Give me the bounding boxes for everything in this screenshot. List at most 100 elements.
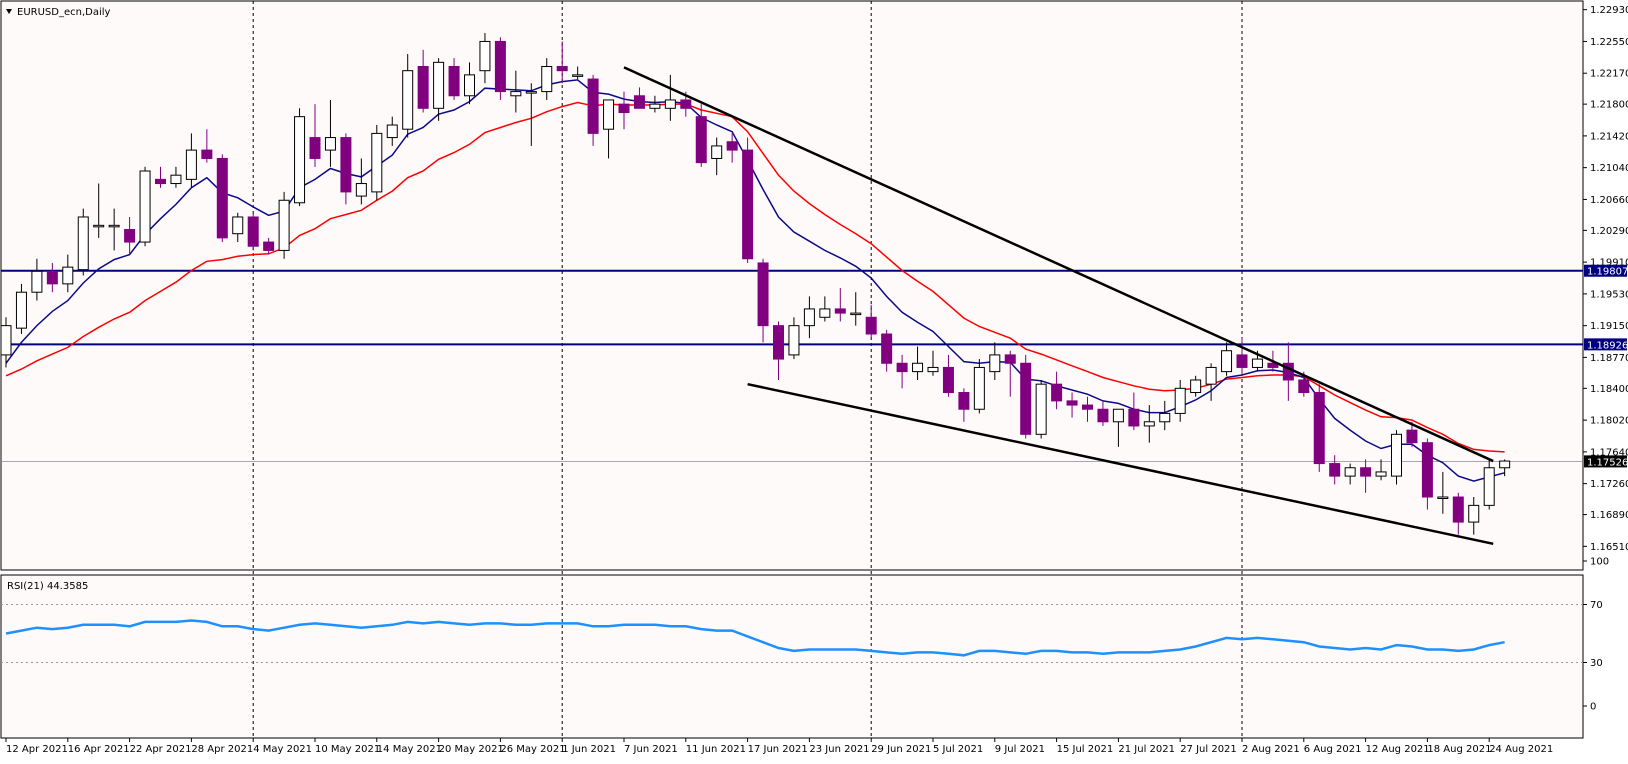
candle-body-bear — [726, 141, 738, 151]
candle-body-bear — [881, 333, 893, 364]
price-tick-label: 1.16890 — [1590, 510, 1628, 521]
time-tick-label: 15 Jul 2021 — [1057, 744, 1114, 755]
candle — [618, 91, 630, 130]
candle — [294, 108, 306, 207]
price-level-tag: 1.19807 — [1584, 264, 1628, 278]
candle-body-bear — [742, 149, 754, 260]
candle-body-bull — [294, 116, 306, 204]
time-tick-label: 28 Apr 2021 — [191, 744, 253, 755]
candle — [232, 212, 244, 243]
price-tick-label: 1.18400 — [1590, 384, 1628, 395]
price-tick-label: 1.22930 — [1590, 5, 1628, 16]
candle-body-bear — [556, 66, 568, 72]
candle — [247, 212, 259, 251]
candle-body-bull — [989, 354, 1001, 373]
candle — [896, 354, 908, 389]
candle — [1406, 421, 1418, 447]
candle-body-bull — [603, 99, 615, 130]
candle — [1468, 497, 1480, 535]
dropdown-triangle-icon[interactable] — [6, 9, 12, 14]
candle-body-bull — [1174, 387, 1186, 414]
price-tick-label: 1.21420 — [1590, 131, 1628, 142]
candle-body-bull — [850, 312, 862, 316]
candle — [1344, 463, 1356, 485]
price-level-tag-box — [1584, 264, 1627, 277]
ma-fast-line — [5, 79, 1505, 482]
rsi-tick-label: 100 — [1590, 557, 1609, 568]
rsi-tick-label: 0 — [1590, 702, 1596, 713]
candle — [572, 66, 584, 80]
candle — [1143, 405, 1155, 443]
price-tick-label: 1.17260 — [1590, 479, 1628, 490]
candle-body-bull — [15, 291, 27, 329]
rsi-axis: 100 70 30 0 — [1583, 557, 1609, 713]
candle — [726, 133, 738, 163]
candle — [1313, 384, 1325, 472]
candle — [62, 254, 74, 293]
candle-body-bull — [139, 170, 151, 243]
candle-body-bull — [324, 137, 336, 151]
candle — [1437, 471, 1449, 514]
candle — [77, 208, 89, 276]
candle — [402, 53, 414, 138]
candle-body-bear — [587, 78, 599, 134]
candle-body-bull — [1391, 433, 1402, 477]
time-axis: 12 Apr 2021 16 Apr 2021 22 Apr 2021 28 Apr … — [5, 738, 1553, 755]
candle-body-bear — [340, 137, 352, 193]
candle-body-bear — [958, 392, 970, 410]
time-tick-label: 16 Apr 2021 — [68, 744, 130, 755]
candle-body-bull — [912, 362, 924, 373]
candle-body-bear — [1236, 354, 1248, 368]
candle-body-bear — [263, 241, 275, 251]
candle-body-bear — [1329, 463, 1341, 477]
time-tick-label: 6 Aug 2021 — [1304, 744, 1362, 755]
price-tick-label: 1.16510 — [1590, 542, 1628, 553]
candle — [912, 346, 924, 380]
candle — [1112, 408, 1124, 447]
candle-body-bull — [1205, 366, 1217, 385]
candle — [958, 388, 970, 422]
candle — [433, 58, 445, 121]
candle-body-bear — [1066, 400, 1078, 406]
time-tick-label: 11 Jun 2021 — [686, 744, 746, 755]
time-tick-label: 10 May 2021 — [315, 744, 380, 755]
candle — [170, 166, 182, 188]
candle — [989, 342, 1001, 380]
time-tick-label: 23 Jun 2021 — [809, 744, 869, 755]
candle-body-bear — [773, 325, 784, 360]
candle-body-bear — [448, 66, 460, 97]
candle-body-bull — [1035, 383, 1047, 435]
candle-body-bull — [386, 124, 398, 139]
candle-body-bear — [618, 103, 630, 113]
time-tick-label: 12 Aug 2021 — [1366, 744, 1430, 755]
price-tick-label: 1.18020 — [1590, 416, 1628, 427]
candle-body-bear — [695, 116, 707, 164]
candle-body-bear — [247, 216, 259, 247]
candle — [417, 49, 429, 113]
rsi-series-line — [5, 619, 1505, 657]
time-tick-label: 20 May 2021 — [439, 744, 504, 755]
rsi-plot-area — [0, 574, 1584, 739]
candle-body-bull — [510, 91, 522, 97]
candle-body-bull — [788, 325, 800, 356]
price-level-tag: 1.18926 — [1584, 338, 1628, 351]
ma-fast — [5, 79, 1505, 482]
candle-body-bear — [417, 66, 429, 109]
candle-body-bear — [1004, 354, 1016, 364]
candle — [1035, 379, 1047, 439]
candle — [1329, 455, 1341, 485]
rsi-tick-label: 30 — [1590, 658, 1603, 669]
price-level-tag-text: 1.18926 — [1587, 340, 1628, 351]
candle — [263, 237, 275, 255]
current-price-tag: 1.17526 — [1584, 455, 1628, 468]
time-tick-label: 26 May 2021 — [500, 744, 565, 755]
price-tick-label: 1.22550 — [1590, 37, 1628, 48]
candle-body-bull — [93, 224, 105, 228]
candle — [587, 74, 599, 146]
candle-body-bear — [216, 157, 228, 239]
rsi-label: RSI(21) 44.3585 — [7, 581, 88, 592]
candle-body-bear — [834, 308, 846, 314]
candle-body-bear — [1097, 408, 1109, 423]
candle-body-bear — [155, 178, 166, 185]
